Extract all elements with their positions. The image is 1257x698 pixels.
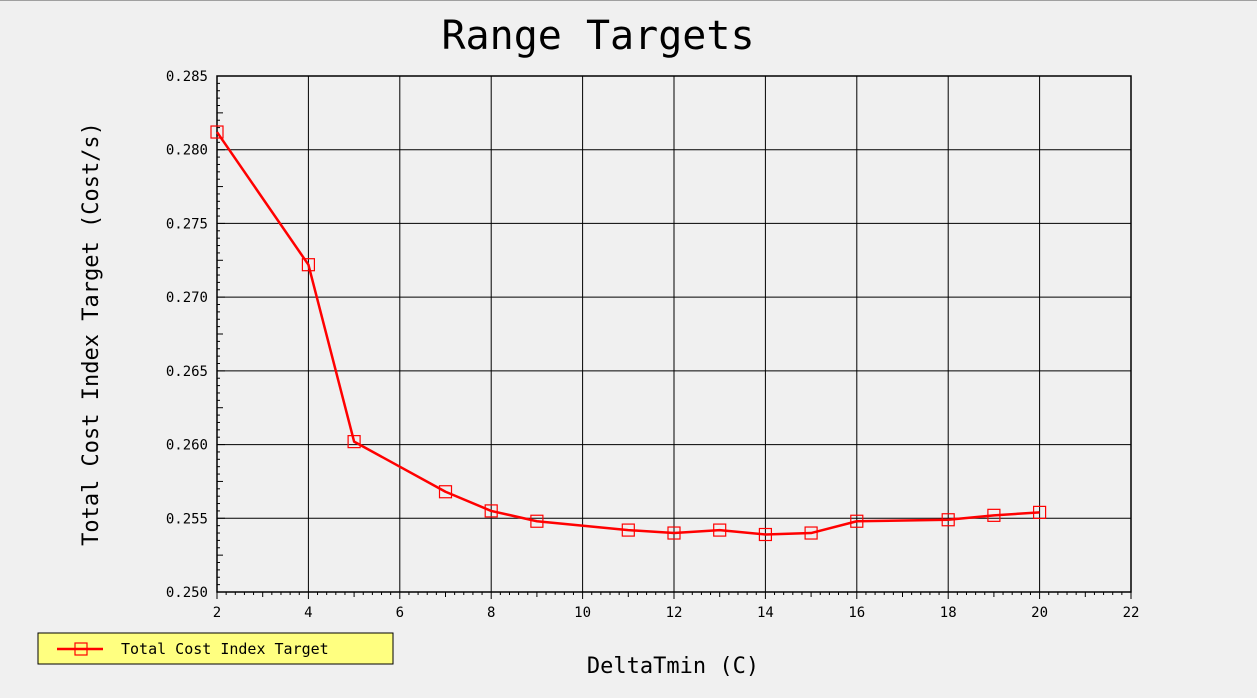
data-point-marker <box>713 523 727 537</box>
series-line <box>215 131 1040 536</box>
data-point-marker <box>530 514 544 528</box>
y-tick-label: 0.275 <box>166 216 208 232</box>
data-point-marker <box>987 508 1001 522</box>
data-point-marker <box>850 514 864 528</box>
x-tick-label: 8 <box>487 605 495 621</box>
data-point-marker <box>484 504 498 518</box>
data-point-marker <box>347 435 361 449</box>
y-tick-label: 0.255 <box>166 511 208 527</box>
y-tick-label: 0.285 <box>166 69 208 85</box>
x-tick-label: 12 <box>666 605 683 621</box>
legend-marker <box>74 642 88 656</box>
x-tick-labels: 2 4 6 8 10 12 14 16 18 20 22 <box>213 605 1140 621</box>
data-point-marker <box>667 526 681 540</box>
legend-label: Total Cost Index Target <box>121 640 329 658</box>
x-tick-label: 16 <box>848 605 865 621</box>
data-point-marker <box>758 527 773 542</box>
legend: Total Cost Index Target <box>37 632 394 665</box>
data-point-marker <box>438 485 453 499</box>
y-tick-label: 0.260 <box>166 438 208 454</box>
data-point-marker <box>301 258 315 272</box>
series-total-cost-index-target <box>210 125 1047 542</box>
x-tick-label: 22 <box>1123 605 1140 621</box>
y-tick-label: 0.250 <box>166 585 208 601</box>
data-point-marker <box>621 523 635 537</box>
x-tick-label: 2 <box>213 605 221 621</box>
data-point-marker <box>804 526 818 540</box>
plot-frame <box>216 75 1132 593</box>
chart-title: Range Targets <box>441 13 754 59</box>
y-tick-labels: 0.250 0.255 0.260 0.265 0.270 0.275 0.280 0.285 <box>166 69 208 601</box>
y-tick-label: 0.270 <box>166 290 208 306</box>
x-tick-label: 10 <box>574 605 591 621</box>
data-point-marker <box>1032 505 1047 519</box>
x-tick-label: 18 <box>940 605 957 621</box>
x-tick-label: 6 <box>396 605 404 621</box>
x-tick-label: 14 <box>757 605 774 621</box>
x-axis-label: DeltaTmin (C) <box>587 654 759 679</box>
y-tick-label: 0.280 <box>166 143 208 159</box>
y-axis-label: Total Cost Index Target (Cost/s) <box>79 122 104 546</box>
y-tick-label: 0.265 <box>166 364 208 380</box>
x-tick-label: 20 <box>1031 605 1048 621</box>
data-point-marker <box>941 513 955 527</box>
x-tick-label: 4 <box>304 605 312 621</box>
data-point-marker <box>210 125 224 139</box>
grid <box>217 76 1131 592</box>
